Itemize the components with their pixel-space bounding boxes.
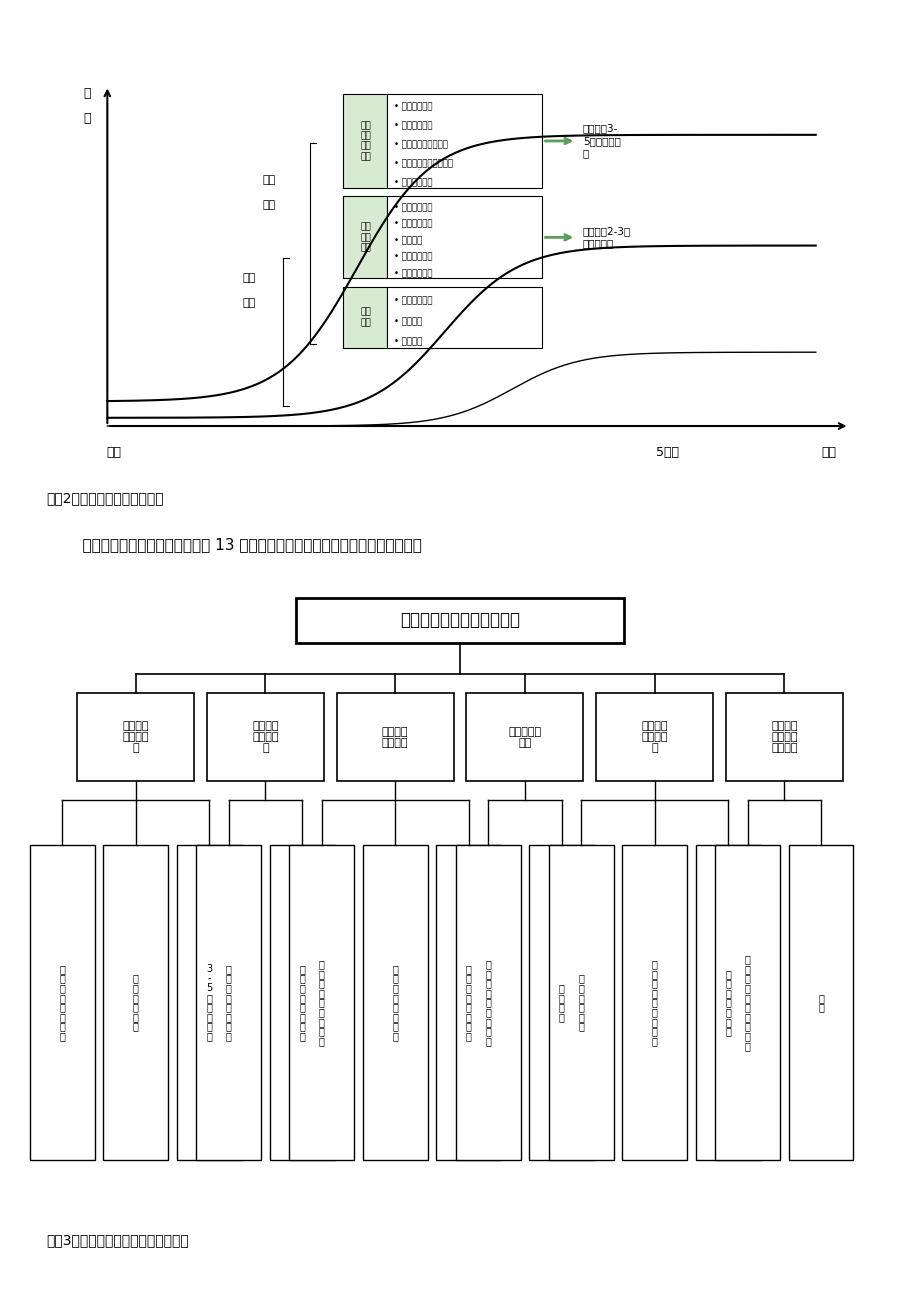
Text: 产
品
市
场
的
国
际
化: 产 品 市 场 的 国 际 化 <box>465 963 471 1042</box>
Text: • 市场开拓能力: • 市场开拓能力 <box>393 220 432 229</box>
Bar <box>343 286 387 348</box>
Text: 现有
能力: 现有 能力 <box>359 307 370 327</box>
Text: 企业集团除了要塑造以上三大类 13 种核心能力外，还要注意培训以下六类能力。: 企业集团除了要塑造以上三大类 13 种核心能力外，还要注意培训以下六类能力。 <box>62 538 421 552</box>
Text: 和
谐: 和 谐 <box>817 992 823 1012</box>
Bar <box>207 693 323 781</box>
Text: 发展: 发展 <box>242 298 255 309</box>
Text: • 研发能力: • 研发能力 <box>393 236 422 245</box>
Text: 未来: 未来 <box>262 199 276 210</box>
Text: 降
低
运
营
成
本: 降 低 运 营 成 本 <box>577 974 584 1031</box>
Text: 3
-
5
年
发
展
战
略: 3 - 5 年 发 展 战 略 <box>206 963 212 1042</box>
Bar <box>343 94 387 189</box>
Bar <box>336 693 453 781</box>
Text: 关
键
利
益
人
的
激
励: 关 键 利 益 人 的 激 励 <box>225 963 232 1042</box>
Text: 时间: 时间 <box>821 447 835 460</box>
Text: 沟
通
方
式: 沟 通 方 式 <box>558 983 564 1022</box>
Bar <box>725 693 842 781</box>
Bar <box>436 845 501 1160</box>
Text: 需在未来2-3年
内重点塑造: 需在未来2-3年 内重点塑造 <box>583 227 630 249</box>
Text: 业: 业 <box>84 87 91 100</box>
Text: • 规模生产: • 规模生产 <box>393 337 422 346</box>
Bar <box>714 845 779 1160</box>
Text: • 原料把控能力: • 原料把控能力 <box>393 270 432 277</box>
Bar <box>548 845 613 1160</box>
Bar <box>269 845 335 1160</box>
Text: 需在未来3-
5年内重点塑
造: 需在未来3- 5年内重点塑 造 <box>583 124 620 159</box>
Bar <box>103 845 168 1160</box>
Text: 行
业
发
展
趋
势
预
测: 行 业 发 展 趋 势 预 测 <box>59 963 65 1042</box>
Text: 现在: 现在 <box>107 447 121 460</box>
Bar <box>289 845 354 1160</box>
Text: 输出整合的
能力: 输出整合的 能力 <box>507 727 541 747</box>
Text: 快速: 快速 <box>242 273 255 284</box>
Bar <box>362 845 427 1160</box>
Text: 战略管理中输出价值的能力: 战略管理中输出价值的能力 <box>400 612 519 629</box>
Text: 输出国际
化的能力: 输出国际 化的能力 <box>381 727 408 747</box>
Text: • 风险控制能力: • 风险控制能力 <box>393 178 432 187</box>
Bar <box>343 197 387 279</box>
Bar <box>455 845 520 1160</box>
Bar <box>788 845 853 1160</box>
Text: （图2：核心三类能力的管理）: （图2：核心三类能力的管理） <box>46 491 164 505</box>
Bar <box>528 845 594 1160</box>
Text: 整
合
计
划
制
订
和
实
施: 整 合 计 划 制 订 和 实 施 <box>484 960 491 1046</box>
Bar <box>387 94 542 189</box>
Bar <box>466 693 583 781</box>
Text: 核
心
竞
争
力
的
培
育
加
强: 核 心 竞 争 力 的 培 育 加 强 <box>743 954 750 1051</box>
Bar <box>621 845 686 1160</box>
Bar <box>196 845 261 1160</box>
Text: 领先: 领先 <box>262 174 276 185</box>
Text: 输出战略
规划的能
力: 输出战略 规划的能 力 <box>122 721 149 753</box>
Text: • 融资能力: • 融资能力 <box>393 316 422 326</box>
Bar <box>387 197 542 279</box>
Text: • 柔性生产能力: • 柔性生产能力 <box>393 253 432 262</box>
Text: 输出精细
管理的能
力: 输出精细 管理的能 力 <box>641 721 667 753</box>
Bar <box>295 599 624 643</box>
Text: • 资本运作能力: • 资本运作能力 <box>393 121 432 130</box>
Text: 结
构
分
析
和
调
整: 结 构 分 析 和 调 整 <box>724 969 731 1036</box>
Text: 全
员
责
任
制
的
考
核: 全 员 责 任 制 的 考 核 <box>299 963 305 1042</box>
Text: （图3：战略管理中输出价值的能力）: （图3：战略管理中输出价值的能力） <box>46 1233 188 1247</box>
Text: 引
进
国
际
技
术
和
资
本: 引 进 国 际 技 术 和 资 本 <box>318 960 324 1046</box>
Text: 实现
增长
的新
能力: 实现 增长 的新 能力 <box>359 121 370 161</box>
Text: • 母子公司远程管理能力: • 母子公司远程管理能力 <box>393 159 452 168</box>
Text: 竞
争
对
手
分
析: 竞 争 对 手 分 析 <box>132 974 139 1031</box>
Bar <box>596 693 712 781</box>
Bar <box>695 845 760 1160</box>
Bar <box>29 845 95 1160</box>
Bar <box>176 845 242 1160</box>
Text: 输出核心
竞争力管
理的能力: 输出核心 竞争力管 理的能力 <box>770 721 797 753</box>
Text: 输出激励
机制的能
力: 输出激励 机制的能 力 <box>252 721 278 753</box>
Text: 绩: 绩 <box>84 112 91 125</box>
Text: • 投资管理能力: • 投资管理能力 <box>393 103 432 112</box>
Text: 5年后: 5年后 <box>655 447 678 460</box>
Bar <box>387 286 542 348</box>
Text: 产
品
市
场
的
国
际
化: 产 品 市 场 的 国 际 化 <box>391 963 398 1042</box>
Text: 完
善
管
理
制
度
和
流
程: 完 善 管 理 制 度 和 流 程 <box>651 960 657 1046</box>
Bar <box>77 693 194 781</box>
Text: 产业
相关
能力: 产业 相关 能力 <box>359 223 370 253</box>
Text: • 企业并购与整合能力: • 企业并购与整合能力 <box>393 141 448 150</box>
Text: • 产业认知能力: • 产业认知能力 <box>393 297 432 306</box>
Text: • 市场研究能力: • 市场研究能力 <box>393 203 432 212</box>
